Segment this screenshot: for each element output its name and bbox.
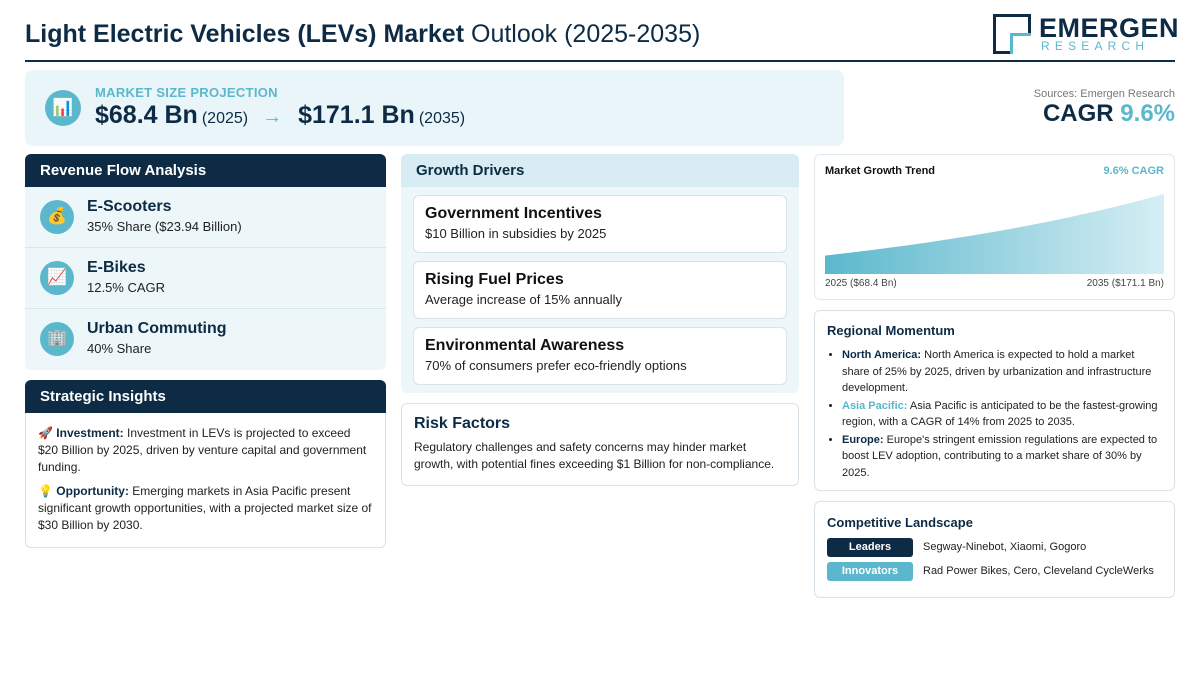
insight-text: Investment in LEVs is projected to excee… [38, 426, 367, 474]
region-text: North America is expected to hold a mark… [842, 349, 1152, 394]
list-item: North America: North America is expected… [842, 347, 1162, 397]
projection-values: $68.4 Bn (2025) → $171.1 Bn (2035) [95, 101, 465, 130]
projection-start-year: (2025) [201, 110, 249, 127]
risk-factors-panel: Risk Factors Regulatory challenges and s… [401, 403, 799, 486]
market-size-projection: 📊 MARKET SIZE PROJECTION $68.4 Bn (2025) →… [25, 70, 844, 146]
revenue-item-sub: 12.5% CAGR [87, 280, 166, 295]
insight-text: Emerging markets in Asia Pacific present… [38, 484, 372, 532]
innovators-tag: Innovators [827, 562, 913, 581]
page-title-bold: Light Electric Vehicles (LEVs) Market [25, 20, 465, 48]
page-title: Light Electric Vehicles (LEVs) Market Ou… [25, 20, 700, 49]
trend-start-label: 2025 ($68.4 Bn) [825, 278, 897, 289]
trend-area-chart [825, 194, 1164, 274]
lightbulb-icon: 💡 [38, 484, 53, 498]
logo-subtitle: RESEARCH [1041, 39, 1150, 53]
competitive-landscape-title: Competitive Landscape [827, 515, 973, 530]
revenue-item-title: E-Scooters [87, 198, 172, 215]
revenue-item: 🏢 Urban Commuting 40% Share [25, 309, 386, 370]
trend-area-series [825, 194, 1164, 274]
driver-card: Government Incentives $10 Billion in sub… [413, 195, 787, 253]
regional-momentum-title: Regional Momentum [827, 323, 955, 338]
cagr-value: 9.6% [1120, 100, 1175, 127]
leaders-names: Segway-Ninebot, Xiaomi, Gogoro [923, 541, 1087, 553]
growth-drivers-title: Growth Drivers [401, 154, 799, 187]
cagr-label: CAGR [1042, 100, 1114, 127]
regional-list: North America: North America is expected… [842, 347, 1162, 481]
trend-end-label: 2035 ($171.1 Bn) [1086, 278, 1164, 289]
page-title-rest: Outlook (2025-2035) [471, 20, 701, 48]
revenue-item: 💰 E-Scooters 35% Share ($23.94 Billion) [25, 187, 386, 248]
revenue-flow-title: Revenue Flow Analysis [25, 154, 386, 187]
strategic-insights-title: Strategic Insights [25, 380, 386, 413]
driver-card: Environmental Awareness 70% of consumers… [413, 327, 787, 385]
insight-label: Investment: [56, 426, 124, 440]
projection-label: MARKET SIZE PROJECTION [95, 85, 278, 100]
risk-factors-title: Risk Factors [414, 415, 511, 432]
market-growth-trend-card: Market Growth Trend 9.6% CAGR 2025 ($68.… [814, 154, 1175, 300]
page-header: Light Electric Vehicles (LEVs) Market Ou… [25, 12, 1179, 62]
logo-name: EMERGEN [1039, 13, 1180, 43]
driver-sub: 70% of consumers prefer eco-friendly opt… [425, 358, 687, 373]
driver-sub: $10 Billion in subsidies by 2025 [425, 226, 607, 241]
projection-end-value: $171.1 Bn [298, 101, 415, 129]
driver-card: Rising Fuel Prices Average increase of 1… [413, 261, 787, 319]
trend-chart-icon: 📈 [40, 261, 74, 295]
region-text: Europe's stringent emission regulations … [842, 433, 1158, 479]
competitive-landscape-panel: Competitive Landscape Leaders Segway-Nin… [814, 501, 1175, 598]
risk-factors-text: Regulatory challenges and safety concern… [414, 440, 775, 471]
sources-note: Sources: Emergen Research [1033, 88, 1175, 100]
revenue-item-sub: 35% Share ($23.94 Billion) [87, 219, 242, 234]
building-icon: 🏢 [40, 322, 74, 356]
growth-drivers-panel: Growth Drivers Government Incentives $10… [401, 154, 799, 393]
driver-sub: Average increase of 15% annually [425, 292, 623, 307]
insight-investment: 🚀 Investment: Investment in LEVs is proj… [38, 425, 373, 476]
region-label: Asia Pacific: [842, 399, 908, 412]
bar-chart-icon: 📊 [45, 90, 81, 126]
rocket-icon: 🚀 [38, 426, 53, 440]
arrow-right-icon: → [262, 106, 283, 128]
revenue-item: 📈 E-Bikes 12.5% CAGR [25, 248, 386, 309]
leaders-tag: Leaders [827, 538, 913, 557]
driver-title: Environmental Awareness [425, 337, 625, 354]
trend-cagr-label: 9.6% CAGR [1103, 165, 1164, 177]
region-label: Europe: [842, 433, 884, 446]
insight-label: Opportunity: [56, 484, 129, 498]
insight-opportunity: 💡 Opportunity: Emerging markets in Asia … [38, 483, 373, 534]
logo-mark-icon [993, 14, 1031, 54]
revenue-flow-panel: Revenue Flow Analysis 💰 E-Scooters 35% S… [25, 154, 386, 370]
region-label: North America: [842, 349, 922, 361]
projection-start-value: $68.4 Bn [95, 101, 198, 129]
driver-title: Government Incentives [425, 205, 602, 222]
projection-end-year: (2035) [418, 110, 466, 127]
revenue-item-title: E-Bikes [87, 259, 146, 276]
money-bag-icon: 💰 [40, 200, 74, 234]
region-text: Asia Pacific is anticipated to be the fa… [842, 399, 1158, 429]
list-item: Asia Pacific: Asia Pacific is anticipate… [842, 398, 1162, 431]
strategic-insights-panel: Strategic Insights 🚀 Investment: Investm… [25, 380, 386, 548]
list-item: Europe: Europe's stringent emission regu… [842, 432, 1162, 482]
revenue-item-sub: 40% Share [87, 341, 152, 356]
revenue-item-title: Urban Commuting [87, 320, 227, 337]
innovators-names: Rad Power Bikes, Cero, Cleveland CycleWe… [923, 565, 1154, 577]
regional-momentum-panel: Regional Momentum North America: North A… [814, 310, 1175, 491]
emergen-logo: EMERGEN RESEARCH [993, 14, 1179, 56]
trend-title: Market Growth Trend [825, 165, 936, 177]
cagr-summary: CAGR 9.6% [1043, 100, 1175, 128]
driver-title: Rising Fuel Prices [425, 271, 564, 288]
